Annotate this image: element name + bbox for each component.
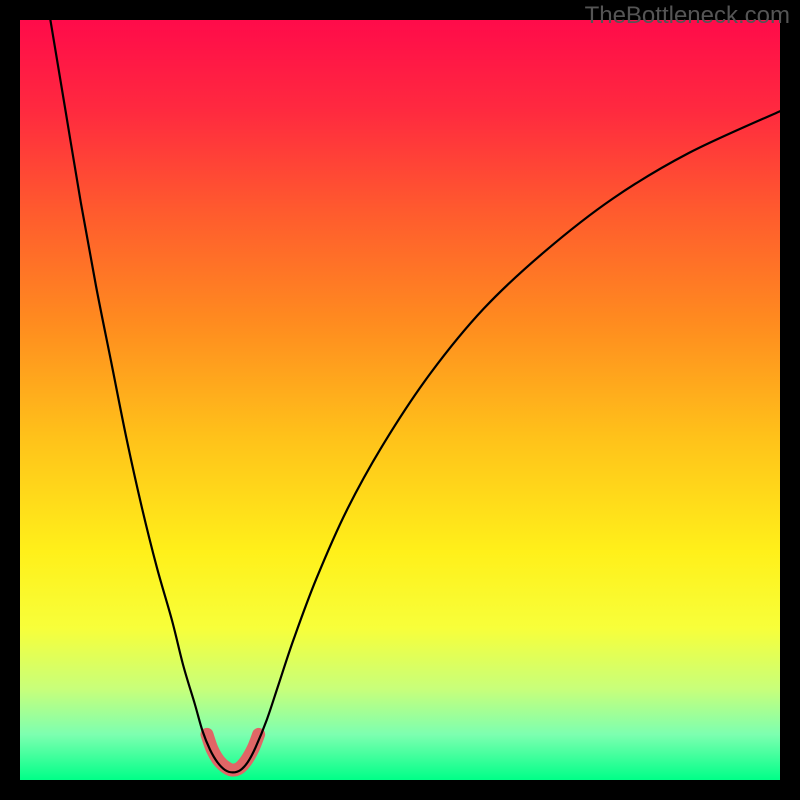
plot-background <box>20 20 780 780</box>
bottleneck-curve-chart <box>0 0 800 800</box>
watermark-text: TheBottleneck.com <box>585 2 790 30</box>
chart-container: TheBottleneck.com <box>0 0 800 800</box>
